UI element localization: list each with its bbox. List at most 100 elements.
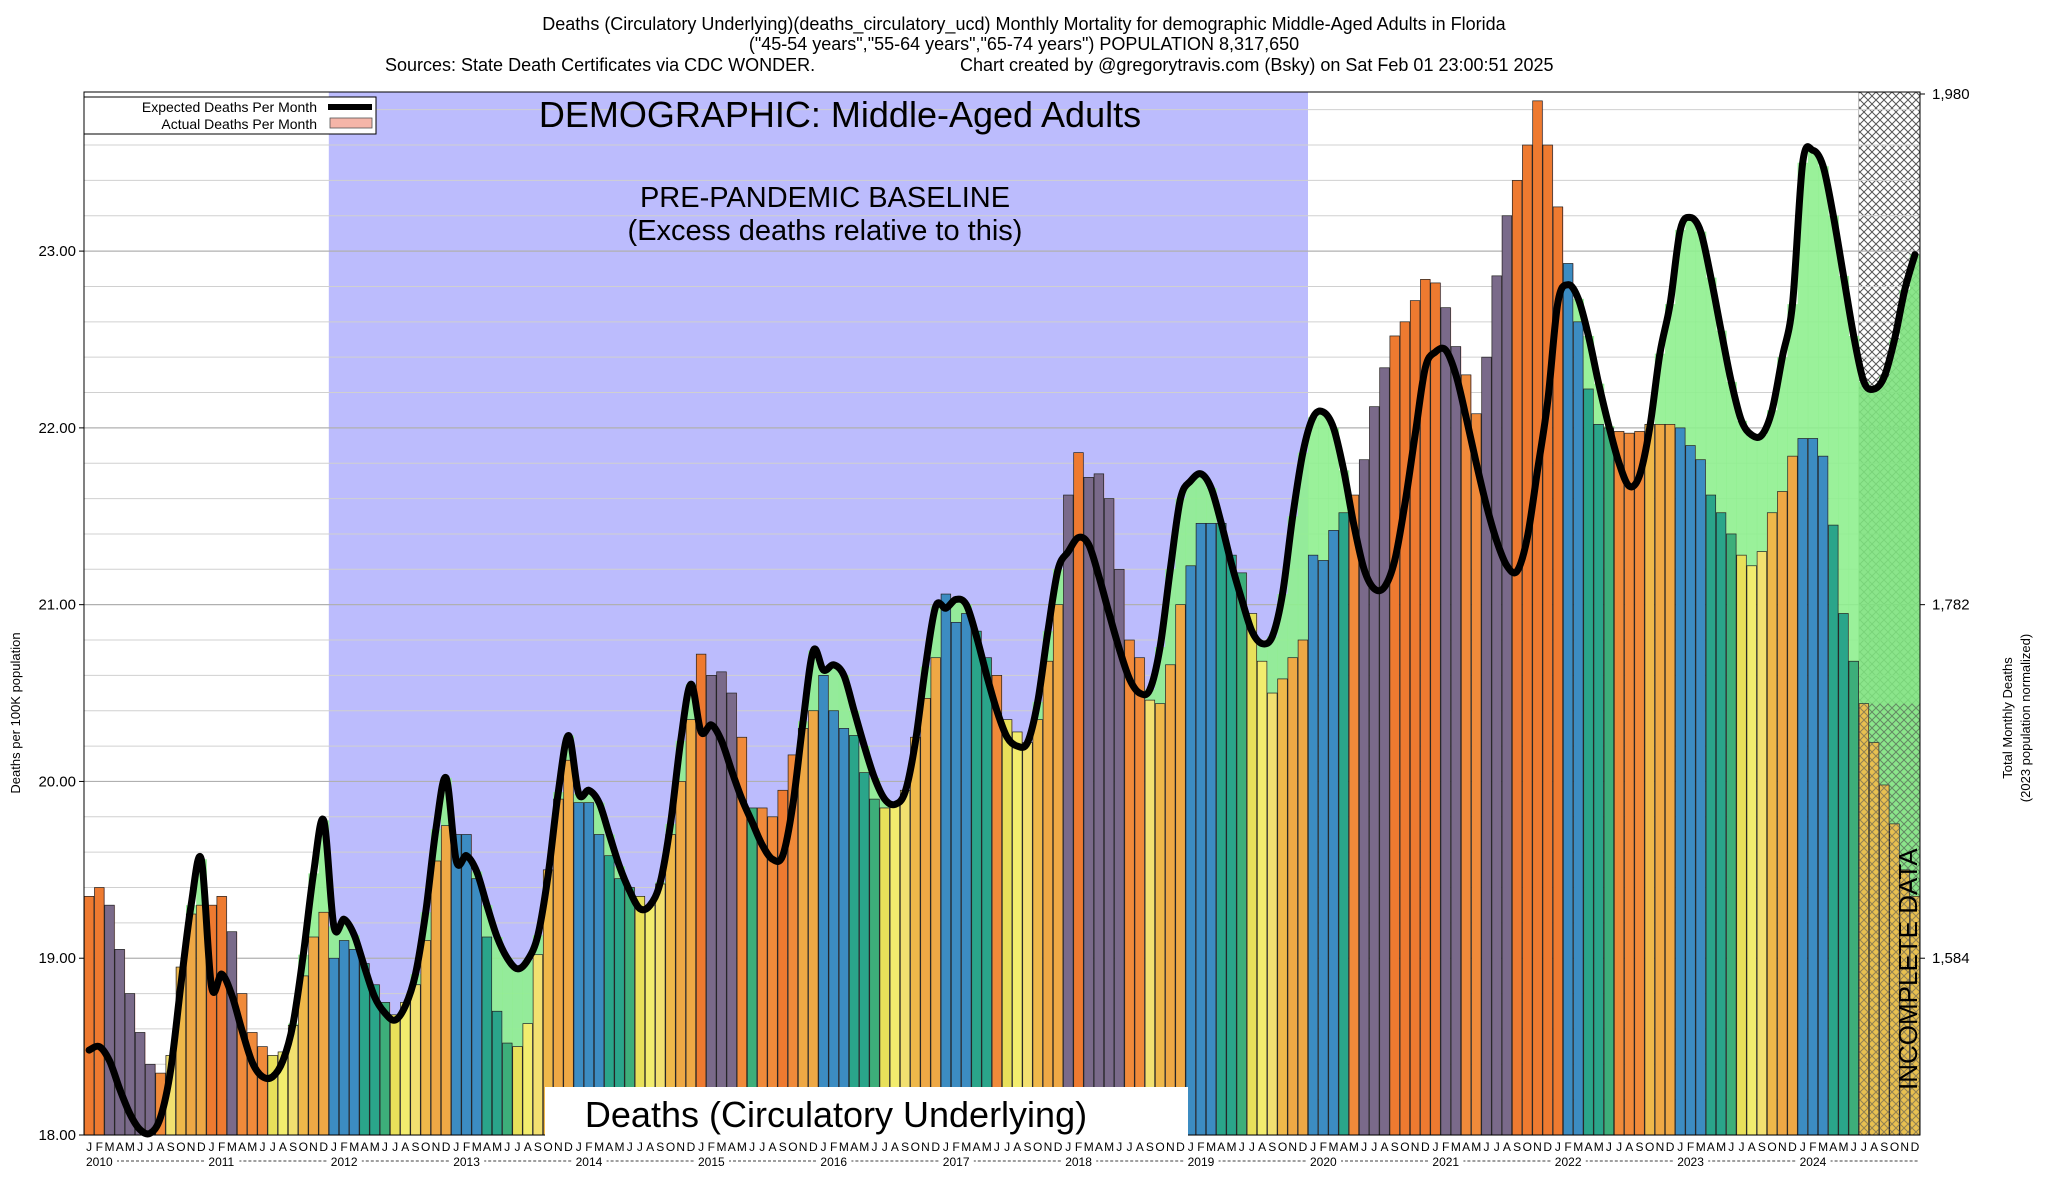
actual-bar bbox=[1522, 144, 1533, 1136]
x-month-label: A bbox=[972, 1140, 980, 1154]
x-year-label-bg bbox=[1309, 1154, 1341, 1168]
x-month-label: M bbox=[349, 1140, 359, 1154]
excess-area-segment bbox=[1277, 594, 1289, 679]
x-month-label: A bbox=[1340, 1140, 1348, 1154]
x-year-label: 2013 bbox=[453, 1155, 480, 1169]
x-month-label: A bbox=[1258, 1140, 1266, 1154]
x-year-label-bg bbox=[574, 1154, 607, 1168]
x-month-label: S bbox=[411, 1140, 419, 1154]
excess-area-segment bbox=[1756, 434, 1768, 552]
actual-bar bbox=[1042, 660, 1054, 1136]
x-year-label-bg bbox=[941, 1154, 974, 1168]
actual-bar bbox=[706, 675, 717, 1136]
actual-bar bbox=[1287, 657, 1298, 1136]
x-month-label: S bbox=[1146, 1140, 1154, 1154]
actual-bar bbox=[226, 931, 238, 1136]
chart-sources: Sources: State Death Certificates via CD… bbox=[385, 55, 815, 75]
excess-area-segment bbox=[1736, 420, 1748, 556]
x-month-label: D bbox=[1421, 1140, 1430, 1154]
excess-area-segment bbox=[522, 959, 534, 1024]
actual-bar bbox=[461, 834, 472, 1136]
actual-bar bbox=[1705, 494, 1717, 1136]
excess-area-segment bbox=[1899, 289, 1911, 870]
actual-bar bbox=[1032, 719, 1043, 1136]
x-month-label: M bbox=[1084, 1140, 1094, 1154]
excess-area-segment bbox=[1909, 254, 1921, 897]
incomplete-overlay bbox=[1858, 703, 1920, 1135]
y-axis-label: Deaths per 100K population bbox=[8, 632, 23, 793]
x-month-label: D bbox=[1666, 1140, 1675, 1154]
actual-bar bbox=[1460, 374, 1472, 1136]
actual-bar bbox=[920, 698, 931, 1136]
x-month-label: M bbox=[1206, 1140, 1216, 1154]
actual-bar bbox=[1052, 604, 1064, 1136]
actual-bar bbox=[879, 807, 890, 1136]
actual-bar bbox=[1654, 423, 1666, 1136]
actual-bar bbox=[1154, 703, 1166, 1136]
excess-area-segment bbox=[1328, 427, 1340, 531]
x-month-label: F bbox=[585, 1140, 592, 1154]
x-month-label: M bbox=[472, 1140, 482, 1154]
x-month-label: A bbox=[728, 1140, 736, 1154]
actual-bar bbox=[1450, 346, 1462, 1136]
actual-bar bbox=[1256, 660, 1268, 1136]
excess-area-segment bbox=[1338, 470, 1350, 513]
x-month-label: F bbox=[96, 1140, 103, 1154]
bottom-label-box bbox=[545, 1087, 1188, 1139]
x-month-label: N bbox=[1044, 1140, 1053, 1154]
excess-area-segment bbox=[1583, 335, 1595, 389]
excess-area-segment bbox=[1593, 383, 1605, 425]
excess-area-segment bbox=[1889, 339, 1901, 824]
actual-bar bbox=[532, 954, 544, 1136]
x-month-label: M bbox=[1716, 1140, 1726, 1154]
legend-box bbox=[83, 96, 377, 135]
actual-bar bbox=[910, 736, 921, 1136]
x-month-label: M bbox=[1451, 1140, 1461, 1154]
actual-bar bbox=[1379, 367, 1390, 1136]
actual-bar bbox=[400, 1002, 411, 1136]
actual-bar bbox=[930, 657, 941, 1136]
actual-bar bbox=[1491, 275, 1502, 1136]
x-month-label: O bbox=[788, 1140, 797, 1154]
x-month-label: D bbox=[931, 1140, 940, 1154]
excess-area-segment bbox=[1165, 569, 1176, 665]
x-month-label: F bbox=[463, 1140, 470, 1154]
x-month-label: J bbox=[1371, 1140, 1377, 1154]
x-month-label: S bbox=[167, 1140, 175, 1154]
x-month-label: A bbox=[401, 1140, 409, 1154]
x-month-label: M bbox=[859, 1140, 869, 1154]
actual-bar bbox=[1063, 494, 1074, 1136]
x-month-label: J bbox=[331, 1140, 337, 1154]
excess-area-segment bbox=[339, 919, 350, 941]
x-month-label: J bbox=[1861, 1140, 1867, 1154]
y-axis-right-label: Total Monthly Deaths bbox=[2000, 657, 2015, 779]
x-month-label: M bbox=[370, 1140, 380, 1154]
actual-bar bbox=[1195, 522, 1207, 1136]
x-month-label: O bbox=[1400, 1140, 1409, 1154]
x-month-label: M bbox=[1471, 1140, 1481, 1154]
excess-area-segment bbox=[1155, 647, 1166, 704]
x-month-label: A bbox=[646, 1140, 654, 1154]
actual-bar bbox=[481, 936, 493, 1136]
actual-bar bbox=[838, 728, 850, 1136]
x-month-label: O bbox=[1155, 1140, 1164, 1154]
x-month-label: S bbox=[1758, 1140, 1766, 1154]
excess-area-segment bbox=[808, 650, 819, 711]
actual-bar bbox=[257, 1046, 268, 1136]
excess-area-segment bbox=[481, 905, 493, 938]
x-month-label: J bbox=[1361, 1140, 1367, 1154]
x-month-label: J bbox=[943, 1140, 949, 1154]
excess-area-segment bbox=[951, 599, 962, 623]
actual-bar bbox=[1175, 604, 1186, 1136]
x-month-label: A bbox=[1707, 1140, 1715, 1154]
actual-bar bbox=[1338, 512, 1349, 1136]
x-year-label: 2021 bbox=[1432, 1155, 1459, 1169]
x-month-label: A bbox=[1136, 1140, 1144, 1154]
actual-bar bbox=[889, 802, 901, 1136]
x-month-label: S bbox=[1023, 1140, 1031, 1154]
x-month-label: N bbox=[1656, 1140, 1665, 1154]
y-tick-label: 19.00 bbox=[38, 950, 76, 967]
actual-bar bbox=[1807, 438, 1819, 1136]
x-month-label: J bbox=[260, 1140, 266, 1154]
